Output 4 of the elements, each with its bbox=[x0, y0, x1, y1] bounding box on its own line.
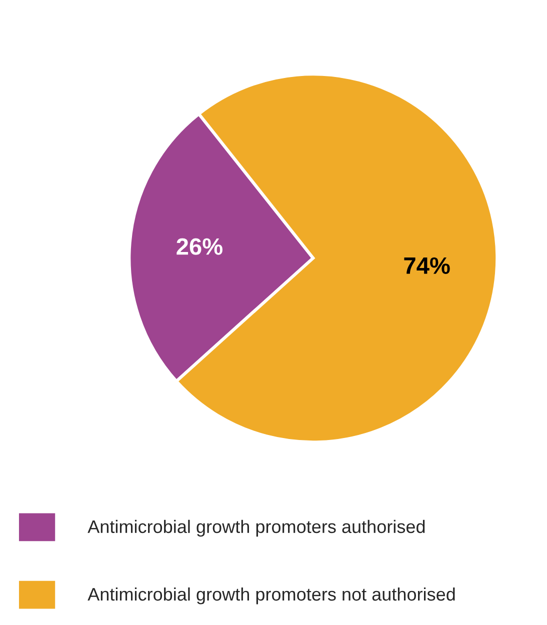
data-label: 74% bbox=[404, 257, 450, 274]
data-label: 26% bbox=[176, 238, 222, 255]
legend-label: Antimicrobial growth promoters authorised bbox=[88, 520, 425, 537]
legend-label: Antimicrobial growth promoters not authorised bbox=[88, 587, 455, 604]
